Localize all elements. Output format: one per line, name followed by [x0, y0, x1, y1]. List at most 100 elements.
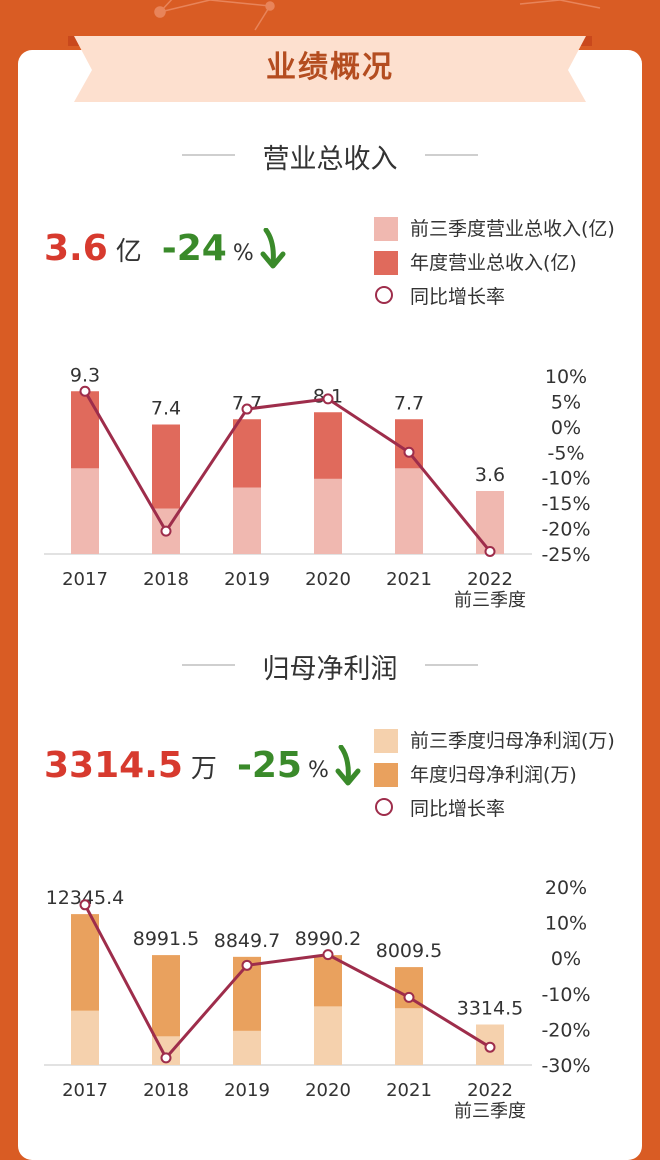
- q3-bar: [71, 468, 99, 554]
- bar-value-label: 8849.7: [214, 930, 280, 952]
- x-tick-label: 2022: [467, 1080, 513, 1101]
- growth-rate-point: [484, 545, 496, 557]
- growth-rate-point: [241, 403, 253, 415]
- growth-rate-point: [160, 525, 172, 537]
- title-ribbon: [68, 36, 592, 102]
- legend-swatch: [374, 217, 398, 241]
- x-tick-label: 2021: [386, 1080, 432, 1101]
- growth-rate-point: [322, 949, 334, 961]
- section-divider-right: [425, 664, 478, 666]
- growth-rate-point: [403, 446, 415, 458]
- section-divider-left: [182, 664, 235, 666]
- legend-label: 年度归母净利润(万): [410, 764, 577, 786]
- revenue-section-title: 营业总收入: [262, 144, 398, 175]
- legend-item: 年度营业总收入(亿): [374, 246, 615, 280]
- y2-tick-label: -15%: [541, 493, 590, 515]
- revenue-kpi: 3.6 亿 -24%: [44, 227, 286, 270]
- bar-value-label: 9.3: [70, 364, 100, 386]
- growth-rate-point: [160, 1052, 172, 1064]
- legend-label: 同比增长率: [410, 286, 506, 308]
- x-tick-label: 2019: [224, 1080, 270, 1101]
- profit-kpi-change: -25: [236, 745, 302, 786]
- legend-line-marker: [375, 286, 393, 304]
- profit-kpi: 3314.5 万 -25%: [44, 744, 361, 787]
- revenue-legend: 前三季度营业总收入(亿) 年度营业总收入(亿) 同比增长率: [374, 212, 615, 314]
- bar-value-label: 12345.4: [46, 887, 125, 909]
- revenue-kpi-value: 3.6: [44, 228, 108, 269]
- x-tick-label: 2018: [143, 569, 189, 590]
- legend-item: 同比增长率: [374, 280, 615, 314]
- growth-rate-point: [322, 393, 334, 405]
- legend-swatch: [374, 729, 398, 753]
- legend-item: 前三季度营业总收入(亿): [374, 212, 615, 246]
- legend-label: 年度营业总收入(亿): [410, 252, 577, 274]
- y2-tick-label: -5%: [548, 442, 585, 464]
- bar-value-label: 3314.5: [457, 997, 523, 1019]
- growth-rate-line: [83, 904, 491, 1060]
- q3-bar: [71, 1010, 99, 1065]
- background-network-decoration: [154, 0, 601, 31]
- growth-rate-point: [79, 385, 91, 397]
- q3-bar: [314, 478, 342, 554]
- growth-rate-point: [79, 899, 91, 911]
- y2-tick-label: -20%: [541, 519, 590, 541]
- q3-bar: [395, 468, 423, 554]
- legend-line-marker: [375, 798, 393, 816]
- profit-kpi-unit: 万: [190, 754, 217, 784]
- y2-tick-label: -20%: [541, 1019, 590, 1041]
- arrow-down-icon: [335, 744, 361, 786]
- y2-tick-label: -25%: [541, 544, 590, 566]
- growth-rate-point: [403, 991, 415, 1003]
- legend-label: 前三季度营业总收入(亿): [410, 218, 615, 240]
- x-tick-label: 2021: [386, 569, 432, 590]
- legend-item: 同比增长率: [374, 792, 615, 826]
- x-tick-label: 2018: [143, 1080, 189, 1101]
- page-title: 业绩概况: [266, 50, 394, 85]
- legend-label: 同比增长率: [410, 798, 506, 820]
- growth-rate-line: [83, 390, 492, 553]
- x-tick-sublabel: 前三季度: [454, 1101, 526, 1122]
- y2-tick-label: 10%: [545, 366, 587, 388]
- bar-value-label: 7.7: [394, 392, 424, 414]
- bar-value-label: 7.4: [151, 398, 181, 420]
- q3-bar: [314, 1006, 342, 1065]
- bar-value-label: 8991.5: [133, 928, 199, 950]
- y2-tick-label: 10%: [545, 913, 587, 935]
- x-tick-label: 2022: [467, 569, 513, 590]
- profit-kpi-value: 3314.5: [44, 745, 183, 786]
- x-tick-label: 2017: [62, 1080, 108, 1101]
- legend-swatch: [374, 251, 398, 275]
- y2-tick-label: -10%: [541, 984, 590, 1006]
- y2-tick-label: 0%: [551, 948, 581, 970]
- y2-tick-label: 20%: [545, 877, 587, 899]
- x-tick-label: 2020: [305, 569, 351, 590]
- section-divider-right: [425, 154, 478, 156]
- bar-value-label: 8990.2: [295, 928, 361, 950]
- legend-item: 前三季度归母净利润(万): [374, 724, 615, 758]
- bar-value-label: 8009.5: [376, 940, 442, 962]
- growth-rate-point: [484, 1041, 496, 1053]
- q3-bar: [476, 491, 504, 554]
- profit-kpi-change-unit: %: [307, 758, 329, 783]
- x-tick-label: 2019: [224, 569, 270, 590]
- q3-bar: [233, 1030, 261, 1065]
- x-tick-sublabel: 前三季度: [454, 590, 526, 611]
- bar-value-label: 3.6: [475, 464, 505, 486]
- y2-tick-label: -30%: [541, 1055, 590, 1077]
- growth-rate-point: [241, 959, 253, 971]
- legend-item: 年度归母净利润(万): [374, 758, 615, 792]
- x-tick-label: 2020: [305, 1080, 351, 1101]
- revenue-kpi-change: -24: [161, 228, 227, 269]
- y2-tick-label: 0%: [551, 417, 581, 439]
- profit-section-title: 归母净利润: [262, 654, 398, 685]
- y2-tick-label: 5%: [551, 391, 581, 413]
- legend-label: 前三季度归母净利润(万): [410, 730, 615, 752]
- revenue-kpi-unit: 亿: [115, 237, 142, 267]
- section-divider-left: [182, 154, 235, 156]
- q3-bar: [233, 487, 261, 554]
- y2-tick-label: -10%: [541, 468, 590, 490]
- x-tick-label: 2017: [62, 569, 108, 590]
- legend-swatch: [374, 763, 398, 787]
